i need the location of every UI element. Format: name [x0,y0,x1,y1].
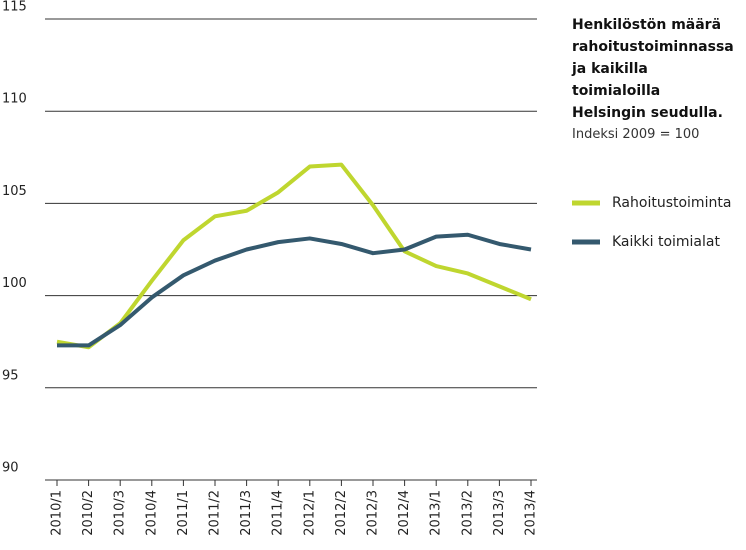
x-tick-label: 2010/2 [81,490,96,536]
x-tick-label: 2011/4 [271,490,286,536]
x-tick-label: 2011/3 [239,490,254,536]
title-block: Henkilöstön määrä rahoitustoiminnassa ja… [572,14,737,146]
chart-title: Henkilöstön määrä rahoitustoiminnassa ja… [572,17,734,121]
x-tick-label: 2013/4 [524,490,539,536]
y-tick-label: 90 [2,461,19,476]
y-tick-label: 95 [2,368,19,383]
y-tick-label: 115 [2,0,27,15]
y-tick-label: 100 [2,276,27,291]
x-tick-label: 2012/3 [366,490,381,536]
x-tick-label: 2013/1 [429,490,444,536]
legend-label: Rahoitustoiminta [612,195,731,211]
y-tick-label: 110 [2,92,27,107]
x-tick-label: 2012/2 [334,490,349,536]
y-tick-label: 105 [2,184,27,199]
x-tick-label: 2011/2 [208,490,223,536]
x-tick-label: 2010/4 [144,490,159,536]
x-tick-label: 2012/4 [397,490,412,536]
x-tick-label: 2013/3 [492,490,507,536]
x-tick-label: 2010/3 [113,490,128,536]
chart-subtitle: Indeksi 2009 = 100 [572,127,700,142]
x-tick-label: 2012/1 [302,490,317,536]
series-line [56,162,532,350]
x-tick-label: 2011/1 [176,490,191,536]
x-tick-label: 2010/1 [50,490,65,536]
legend-label: Kaikki toimialat [612,234,720,250]
series-line [57,232,532,348]
x-tick-label: 2013/2 [460,490,475,536]
